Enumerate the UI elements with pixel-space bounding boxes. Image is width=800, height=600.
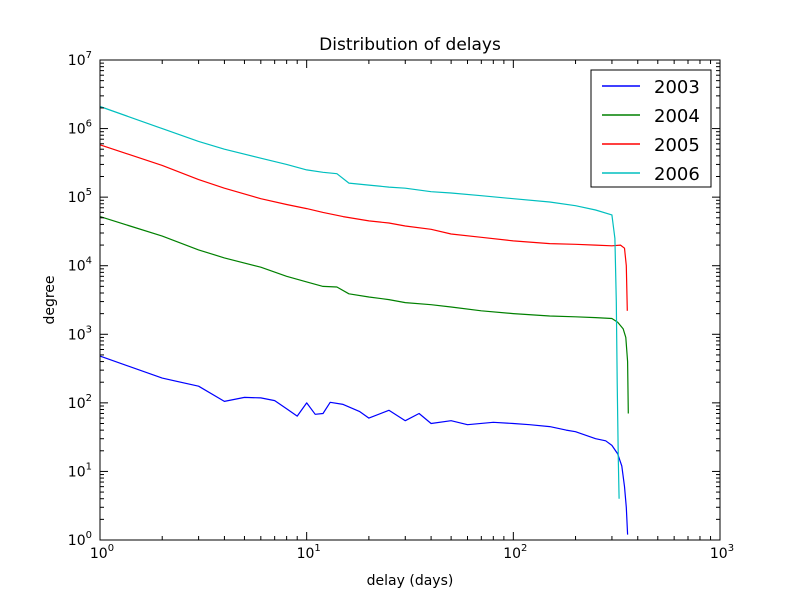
y-tick-label: 106 xyxy=(68,119,92,138)
legend: 2003 2004 2005 2006 xyxy=(590,69,712,188)
y-tick-label: 105 xyxy=(68,187,92,206)
y-tick-label: 107 xyxy=(68,50,92,69)
y-axis-label: degree xyxy=(42,275,58,324)
series-line-2005 xyxy=(99,144,628,311)
legend-label-2003: 2003 xyxy=(654,77,700,98)
y-tick-label: 103 xyxy=(68,324,92,343)
x-tick-label: 102 xyxy=(503,543,527,562)
legend-label-2005: 2005 xyxy=(654,135,700,156)
y-tick-label: 104 xyxy=(68,256,92,275)
legend-label-2004: 2004 xyxy=(654,106,700,127)
series-layer xyxy=(99,105,629,535)
y-tick-label: 102 xyxy=(68,393,92,412)
y-tick-label: 101 xyxy=(68,461,92,480)
tick-layer: 100 101 102 103 100 101 102 103 104 105 106 107 xyxy=(68,50,734,562)
x-tick-label: 100 xyxy=(90,543,114,562)
series-line-2006 xyxy=(99,105,620,499)
chart-title: Distribution of delays xyxy=(319,35,501,55)
plot-area-frame xyxy=(99,59,721,541)
y-tick-label: 100 xyxy=(68,530,92,549)
x-axis-label: delay (days) xyxy=(367,573,454,589)
x-tick-label: 101 xyxy=(297,543,321,562)
legend-box xyxy=(590,69,712,188)
legend-label-2006: 2006 xyxy=(654,164,700,185)
x-tick-label: 103 xyxy=(710,543,734,562)
series-line-2003 xyxy=(99,355,629,535)
